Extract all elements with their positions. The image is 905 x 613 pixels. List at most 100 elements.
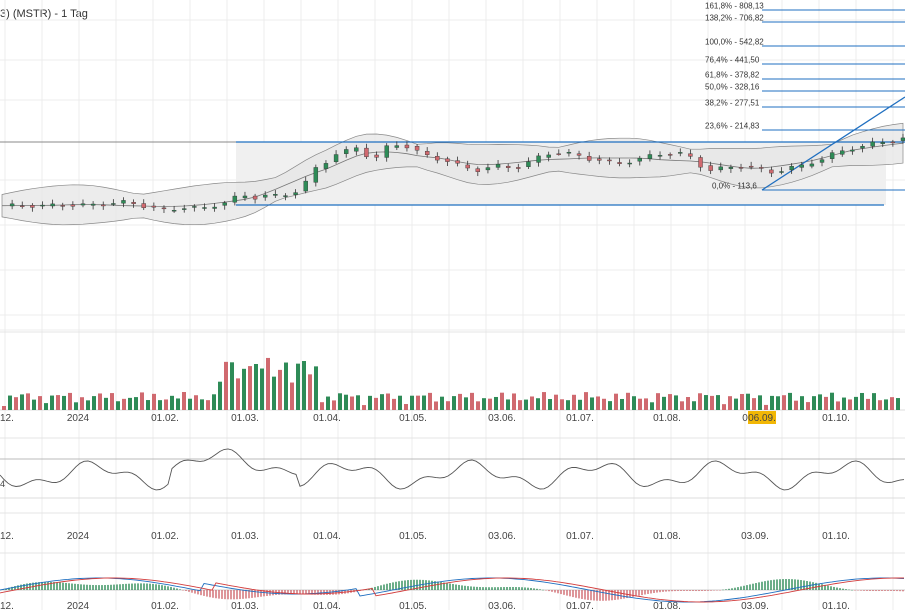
macd-histogram-bar [512,586,514,590]
macd-histogram-bar [188,590,190,592]
macd-histogram-bar [581,590,583,599]
macd-histogram-bar [83,584,85,590]
volume-bar [452,396,456,410]
candle [617,162,622,164]
x-tick-label: 01.07. [566,531,594,542]
macd-histogram-bar [506,587,508,590]
macd-histogram-bar [26,583,28,590]
candle [273,194,278,196]
macd-histogram-bar [629,590,631,598]
macd-histogram-bar [305,590,307,595]
volume-bar [44,403,48,410]
volume-bar [200,399,204,410]
candle [556,153,561,155]
macd-histogram-bar [740,586,742,590]
fib-label: 38,2% - 277,51 [705,99,760,108]
volume-bar [632,396,636,410]
candle [728,166,734,169]
date-highlight-label: 06.09. [748,413,776,424]
macd-histogram-bar [542,589,544,591]
candle [870,141,875,147]
volume-bar [314,366,318,410]
volume-bar [848,399,852,410]
macd-histogram-bar [815,582,817,590]
macd-histogram-bar [56,582,58,590]
volume-bar [746,393,750,410]
macd-histogram-bar [320,590,322,595]
macd-histogram-bar [140,583,142,590]
macd-histogram-bar [446,583,448,590]
fib-label: 100,0% - 542,82 [705,38,764,47]
volume-bar [890,397,894,410]
macd-histogram-bar [221,590,223,599]
macd-histogram-bar [98,585,100,590]
macd-histogram-bar [155,584,157,590]
candle [495,164,501,168]
volume-bar [104,397,108,410]
macd-histogram-bar [863,590,865,591]
macd-histogram-bar [53,582,55,590]
macd-histogram-bar [845,589,847,590]
candle [485,167,491,171]
volume-bar [80,397,84,410]
macd-histogram-bar [62,582,64,590]
volume-bar [50,395,54,410]
volume-bar [674,395,678,410]
macd-histogram-bar [596,590,598,601]
volume-bar [836,401,840,410]
macd-histogram-bar [788,579,790,590]
volume-bar [752,398,756,410]
macd-histogram-bar [68,583,70,590]
candle [657,155,663,157]
macd-histogram-bar [101,585,103,590]
macd-histogram-bar [695,590,697,592]
macd-histogram-bar [755,583,757,590]
volume-bar [122,398,126,410]
macd-histogram-bar [860,590,862,591]
candle [50,203,55,207]
volume-bar [74,402,78,410]
macd-histogram-bar [65,582,67,590]
volume-bar [602,398,606,410]
macd-histogram-bar [167,586,169,590]
x-tick-label: 01.10. [822,601,850,612]
candle [151,205,157,208]
volume-bar [218,381,222,410]
macd-histogram-bar [317,590,319,595]
candle [414,146,420,151]
macd-histogram-bar [377,586,379,590]
macd-histogram-bar [716,590,718,591]
macd-histogram-bar [425,580,427,590]
macd-histogram-bar [524,587,526,590]
macd-histogram-bar [473,586,475,590]
candle [819,159,825,163]
macd-histogram-bar [806,580,808,590]
x-tick-label: 01.04. [313,601,341,612]
x-tick-label: 03.09. [741,531,769,542]
candle [627,162,632,165]
volume-bar [578,399,582,410]
x-tick-label: 2024 [67,601,90,612]
candle [576,153,582,156]
candle [688,153,693,157]
volume-bar [764,404,768,410]
macd-histogram-bar [263,590,265,597]
volume-bar [392,398,396,410]
fib-label: 61,8% - 378,82 [705,71,760,80]
x-tick-label: 01.05. [399,601,427,612]
volume-bar [482,398,486,410]
macd-histogram-bar [236,590,238,600]
volume-bar [542,392,546,410]
macd-histogram-bar [617,590,619,600]
candle [445,158,450,162]
macd-histogram-bar [557,590,559,594]
macd-histogram-bar [485,587,487,590]
macd-histogram-bar [500,587,502,590]
macd-histogram-bar [890,590,892,591]
macd-histogram-bar [47,581,49,590]
macd-histogram-bar [161,585,163,590]
macd-histogram-bar [416,579,418,590]
volume-bar [368,395,372,410]
volume-bar [854,396,858,410]
